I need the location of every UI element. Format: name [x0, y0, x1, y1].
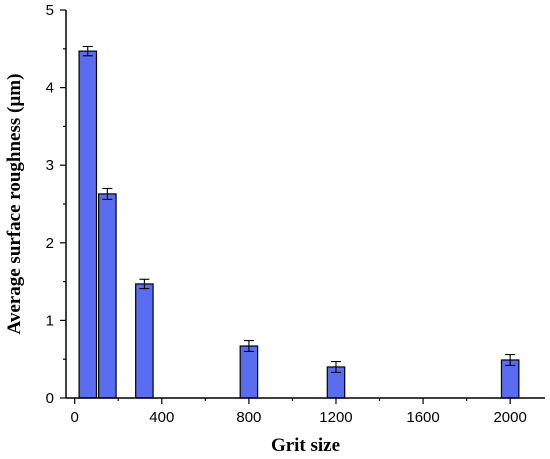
- y-tick-label: 0: [46, 390, 54, 407]
- x-axis-title: Grit size: [271, 435, 340, 456]
- error-bar: [330, 360, 341, 373]
- y-tick-label: 1: [46, 312, 54, 329]
- y-tick-label: 3: [46, 157, 54, 174]
- y-tick-label: 2: [46, 235, 54, 252]
- x-tick-label: 1200: [319, 409, 352, 426]
- bars-group: [78, 50, 520, 399]
- y-axis-title: Average surface roughness (µm): [4, 74, 25, 335]
- error-bar: [505, 353, 516, 366]
- x-tick-label: 1600: [406, 409, 439, 426]
- error-bar: [82, 45, 93, 57]
- x-tick-label: 2000: [493, 409, 526, 426]
- ticks-group: 0 1 2 3 4 5 0 400 800 1200 1600 2000: [46, 2, 527, 426]
- bar: [78, 50, 98, 399]
- bar: [98, 193, 117, 399]
- y-tick-label: 5: [46, 2, 54, 19]
- axes-group: [65, 10, 545, 399]
- error-bar: [139, 278, 150, 290]
- error-bar: [102, 187, 113, 200]
- bar: [135, 283, 154, 399]
- y-tick-label: 4: [46, 80, 54, 97]
- x-tick-label: 400: [149, 409, 174, 426]
- bar: [239, 345, 259, 399]
- error-bar: [243, 340, 254, 352]
- error-bars-group: [82, 45, 516, 373]
- x-tick-label: 800: [236, 409, 261, 426]
- x-tick-label: 0: [71, 409, 79, 426]
